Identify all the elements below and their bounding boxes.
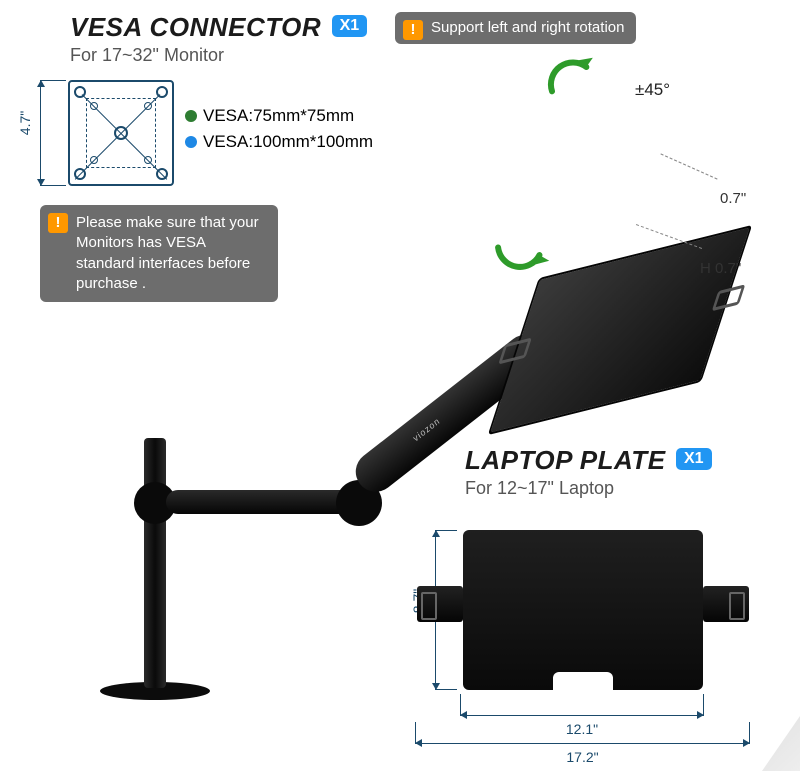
- vesa-diagram: 4.7": [40, 80, 170, 186]
- vesa-specs: VESA:75mm*75mm VESA:100mm*100mm: [185, 106, 373, 158]
- laptop-plate-qty-badge: X1: [676, 448, 712, 470]
- dimension-leader: [660, 153, 717, 179]
- dot-icon-green: [185, 110, 197, 122]
- warning-icon: !: [48, 213, 68, 233]
- plate-clip: [417, 586, 463, 622]
- callout-rotation: ! Support left and right rotation: [395, 12, 636, 44]
- plate-notch: [553, 672, 613, 690]
- tray-height-label: H 0.7": [700, 260, 741, 277]
- page-corner-fold: [762, 716, 800, 771]
- arm-segment-lower: [166, 490, 356, 514]
- arm-pole: [144, 438, 166, 688]
- warning-icon: !: [403, 20, 423, 40]
- callout-rotation-text: Support left and right rotation: [431, 19, 624, 36]
- vesa-spec-75: VESA:75mm*75mm: [185, 106, 373, 126]
- laptop-plate: [463, 530, 703, 690]
- vesa-spec-100-text: VESA:100mm*100mm: [203, 132, 373, 152]
- rotation-angle-label: ±45°: [635, 80, 670, 100]
- laptop-plate-width-outer-value: 17.2": [566, 749, 598, 765]
- laptop-plate-width-inner-dimension: 12.1": [460, 694, 704, 716]
- vesa-height-dimension: 4.7": [40, 80, 66, 186]
- tray-clip: [498, 338, 532, 365]
- arm-brand-label: viozon: [411, 415, 442, 443]
- laptop-plate-title: LAPTOP PLATE: [465, 445, 666, 476]
- callout-vesa-text: Please make sure that your Monitors has …: [76, 214, 259, 292]
- rotation-arrow-icon: [535, 43, 605, 113]
- vesa-title: VESA CONNECTOR: [70, 12, 321, 43]
- plate-clip: [703, 586, 749, 622]
- vesa-plate: [68, 80, 174, 186]
- laptop-plate-subtitle: For 12~17" Laptop: [465, 478, 712, 499]
- callout-vesa-warning: ! Please make sure that your Monitors ha…: [40, 205, 278, 302]
- vesa-height-value: 4.7": [17, 111, 33, 135]
- vesa-qty-badge: X1: [332, 15, 368, 37]
- tray-clip: [712, 284, 746, 311]
- laptop-plate-width-outer-dimension: 17.2": [415, 722, 750, 744]
- vesa-spec-75-text: VESA:75mm*75mm: [203, 106, 354, 126]
- laptop-plate-diagram: 8.7": [435, 530, 775, 690]
- dot-icon-blue: [185, 136, 197, 148]
- vesa-spec-100: VESA:100mm*100mm: [185, 132, 373, 152]
- tray-depth-label: 0.7": [720, 190, 746, 207]
- vesa-subtitle: For 17~32" Monitor: [70, 45, 367, 66]
